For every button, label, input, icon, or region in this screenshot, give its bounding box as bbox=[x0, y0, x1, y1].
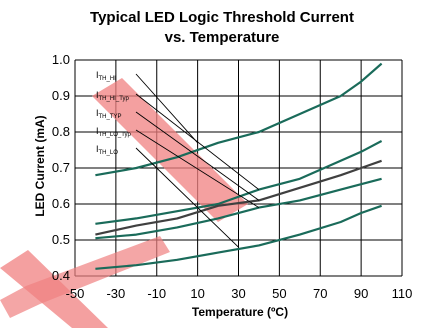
callout-label: ITH_TYP bbox=[96, 108, 122, 120]
y-tick-label: 1.0 bbox=[52, 52, 70, 67]
chart-title-line1: Typical LED Logic Threshold Current bbox=[90, 9, 354, 26]
x-tick-label: 90 bbox=[354, 286, 368, 301]
y-tick-label: 0.9 bbox=[52, 88, 70, 103]
watermark-stroke bbox=[0, 236, 170, 318]
y-tick-label: 0.5 bbox=[52, 232, 70, 247]
watermark-stroke bbox=[92, 78, 248, 222]
x-tick-label: -50 bbox=[66, 286, 85, 301]
series-line-i-th-hi bbox=[95, 62, 383, 177]
callout-leader-line bbox=[135, 129, 260, 208]
y-tick-label: 0.6 bbox=[52, 196, 70, 211]
x-tick-label: 70 bbox=[313, 286, 327, 301]
x-tick-label: 10 bbox=[190, 286, 204, 301]
x-tick-label: -30 bbox=[106, 286, 125, 301]
callout-label: ITH_HI bbox=[96, 70, 116, 82]
callout-leader-line bbox=[135, 147, 239, 248]
callouts: ITH_HI ITH_HI_Typ ITH_TYP ITH_LO_Typ ITH_LO bbox=[96, 70, 260, 248]
x-tick-label: 50 bbox=[272, 286, 286, 301]
y-tick-label: 0.8 bbox=[52, 124, 70, 139]
watermark bbox=[0, 78, 248, 328]
callout-label: ITH_LO_Typ bbox=[96, 126, 132, 138]
y-tick-label: 0.7 bbox=[52, 160, 70, 175]
x-tick-label: -10 bbox=[147, 286, 166, 301]
x-tick-label: 30 bbox=[231, 286, 245, 301]
chart-title-line2: vs. Temperature bbox=[165, 29, 280, 46]
callout-leader-line bbox=[135, 73, 198, 144]
series-line-i-th-lo bbox=[95, 204, 382, 270]
callout-leader-line bbox=[135, 111, 260, 201]
y-tick-label: 0.4 bbox=[52, 268, 70, 283]
x-axis-label: Temperature (ºC) bbox=[192, 305, 288, 319]
x-tick-label: 110 bbox=[392, 286, 413, 301]
callout-leader-line bbox=[135, 93, 260, 190]
tick-labels: -50 -30 -10 10 30 50 70 90 110 0.4 0.5 0.6 0.7 0.8 0.9… bbox=[52, 52, 412, 301]
grid bbox=[74, 59, 403, 277]
y-axis-label: LED Current (mA) bbox=[33, 115, 47, 216]
callout-label: ITH_HI_Typ bbox=[96, 90, 130, 102]
callout-label: ITH_LO bbox=[96, 144, 118, 156]
